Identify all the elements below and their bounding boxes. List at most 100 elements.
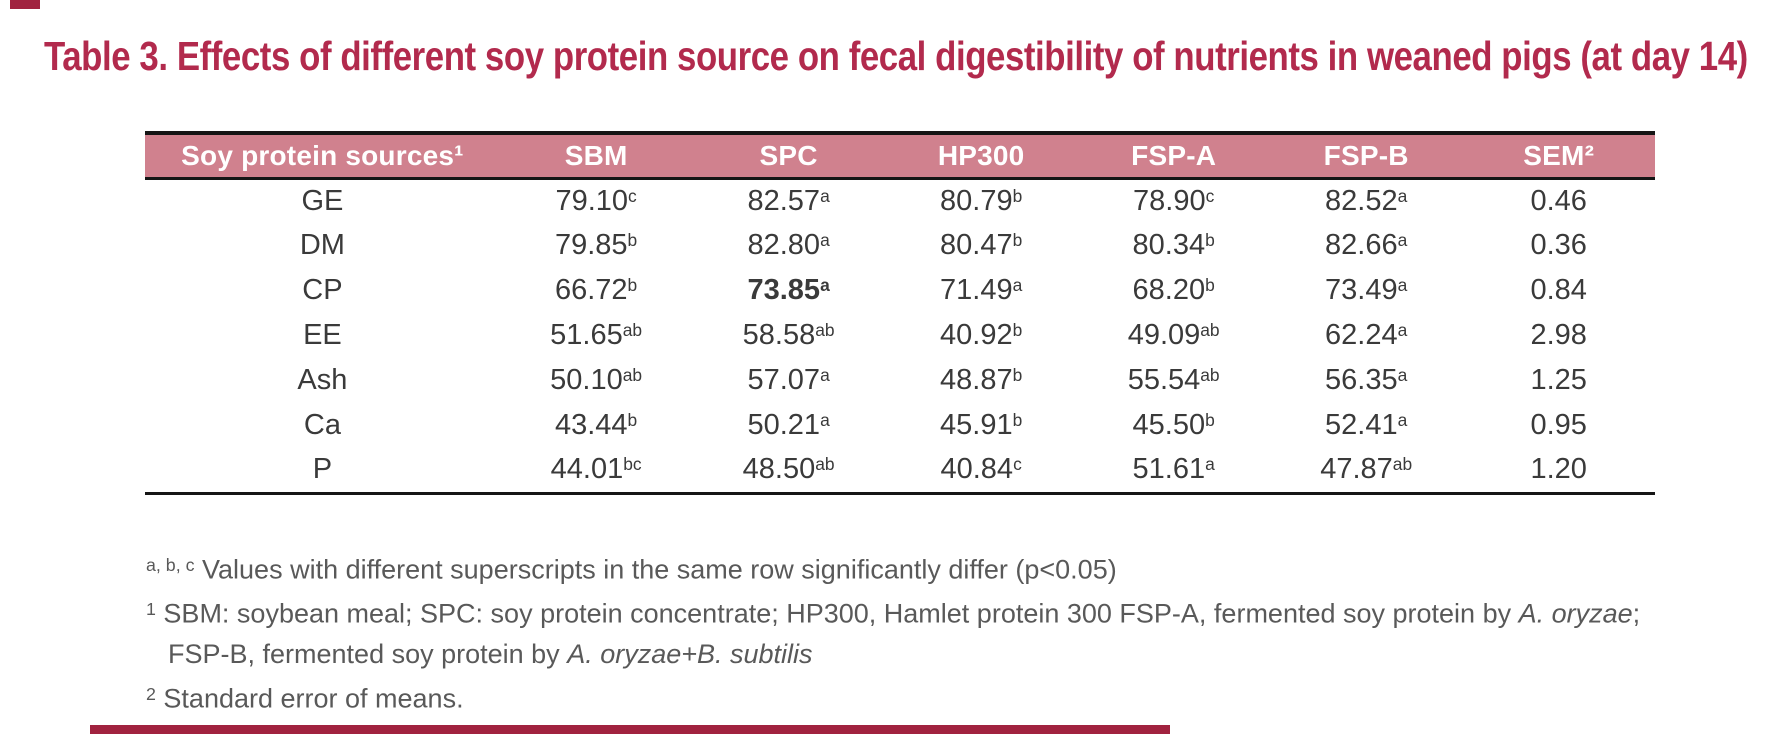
value-cell: 0.46 — [1530, 184, 1587, 217]
footnotes-block: a, b, c Values with different superscrip… — [146, 545, 1640, 718]
value-cell: 51.65ab — [550, 319, 643, 351]
table-row: EE 51.65ab 58.58ab 40.92b 49.09ab 62.24a 2.98 — [145, 313, 1655, 358]
significance-superscript: ab — [622, 365, 643, 386]
footnote-line-4: 2 Standard error of means. — [146, 683, 464, 714]
footnote-line-3: FSP-B, fermented soy protein by A. oryza… — [168, 638, 813, 669]
value-cell: 1.25 — [1530, 364, 1587, 396]
footnote-line-1: a, b, c Values with different superscrip… — [146, 554, 1117, 585]
significance-superscript: b — [1205, 275, 1215, 296]
value-cell: 82.66a — [1325, 229, 1408, 261]
significance-superscript: c — [1013, 454, 1022, 475]
significance-superscript: c — [1205, 185, 1215, 206]
row-label: Ash — [297, 364, 348, 396]
value-cell: 79.10c — [555, 184, 637, 217]
footnote-line-2: 1 SBM: soybean meal; SPC: soy protein co… — [146, 598, 1641, 629]
column-header: SBM — [564, 139, 628, 171]
table-row: Ca 43.44b 50.21a 45.91b 45.50b 52.41a 0.95 — [145, 403, 1655, 448]
significance-superscript: c — [628, 185, 637, 206]
value-cell: 82.80a — [747, 229, 830, 261]
value-cell: 0.95 — [1530, 409, 1587, 441]
significance-superscript: a — [1397, 410, 1408, 431]
value-cell: 40.84c — [940, 453, 1022, 486]
value-cell: 52.41a — [1325, 409, 1408, 441]
value-cell: 50.10ab — [550, 364, 643, 396]
value-cell: 82.52a — [1325, 184, 1408, 217]
significance-superscript: a — [820, 365, 830, 386]
value-cell: 80.47b — [940, 229, 1023, 261]
value-cell: 80.34b — [1132, 229, 1215, 261]
value-cell: 48.87b — [940, 364, 1023, 396]
value-cell: 40.92b — [940, 319, 1023, 351]
value-cell: 48.50ab — [742, 453, 835, 486]
significance-superscript: b — [1205, 230, 1215, 251]
value-cell: 62.24a — [1325, 319, 1408, 351]
significance-superscript: a — [1397, 185, 1408, 206]
table-row: Ash 50.10ab 57.07a 48.87b 55.54ab 56.35a 1.25 — [145, 358, 1655, 403]
significance-superscript: a — [820, 410, 830, 431]
row-label: Ca — [303, 409, 341, 441]
significance-superscript: ab — [815, 454, 835, 475]
value-cell: 43.44b — [554, 409, 638, 441]
value-cell: 82.57a — [747, 184, 830, 217]
significance-superscript: b — [1012, 320, 1023, 341]
row-label: P — [312, 453, 333, 486]
significance-superscript: b — [627, 275, 638, 296]
significance-superscript: b — [627, 410, 638, 431]
value-cell: 71.49a — [940, 274, 1023, 306]
value-cell: 66.72b — [554, 274, 638, 306]
significance-superscript: b — [1205, 410, 1215, 431]
table-row: DM 79.85b 82.80a 80.47b 80.34b 82.66a 0.36 — [145, 223, 1655, 268]
column-header: HP300 — [937, 139, 1025, 171]
table-row: P 44.01bc 48.50ab 40.84c 51.61a 47.87ab 1.20 — [145, 448, 1655, 493]
column-header: Soy protein sources¹ — [181, 139, 464, 171]
value-cell: 49.09ab — [1127, 319, 1220, 351]
significance-superscript: a — [820, 185, 830, 206]
significance-superscript: a — [820, 275, 830, 296]
significance-superscript: a — [1397, 365, 1408, 386]
value-cell: 78.90c — [1133, 184, 1215, 217]
value-cell: 0.36 — [1530, 229, 1587, 261]
value-cell: 73.85a — [747, 274, 830, 306]
value-cell: 47.87ab — [1320, 453, 1413, 486]
table-row: CP 66.72b 73.85a 71.49a 68.20b 73.49a 0.84 — [145, 268, 1655, 313]
significance-superscript: ab — [1392, 454, 1413, 475]
significance-superscript: ab — [815, 320, 835, 341]
significance-superscript: a — [1397, 275, 1408, 296]
value-cell: 55.54ab — [1127, 364, 1220, 396]
value-cell: 58.58ab — [742, 319, 835, 351]
table-header-row: Soy protein sources¹ SBM SPC HP300 FSP-A FSP-… — [145, 133, 1655, 178]
significance-superscript: ab — [1200, 320, 1220, 341]
value-cell: 80.79b — [940, 184, 1023, 217]
page-title: Table 3. Effects of different soy protei… — [44, 33, 1748, 79]
value-cell: 50.21a — [747, 409, 830, 441]
row-label: DM — [299, 229, 345, 261]
significance-superscript: a — [1205, 454, 1215, 475]
value-cell: 56.35a — [1325, 364, 1408, 396]
significance-superscript: a — [1397, 320, 1408, 341]
significance-superscript: b — [627, 230, 638, 251]
column-header: FSP-B — [1323, 139, 1409, 171]
row-label: CP — [302, 274, 343, 306]
value-cell: 51.61a — [1132, 453, 1215, 486]
significance-superscript: a — [1012, 275, 1023, 296]
significance-superscript: b — [1012, 185, 1023, 206]
value-cell: 45.50b — [1132, 409, 1215, 441]
significance-superscript: b — [1012, 410, 1023, 431]
value-cell: 45.91b — [940, 409, 1023, 441]
column-header: FSP-A — [1131, 139, 1217, 171]
significance-superscript: bc — [623, 454, 642, 475]
table-body: GE 79.10c 82.57a 80.79b 78.90c 82.52a 0.46 DM 79… — [145, 178, 1655, 493]
data-table: Soy protein sources¹ SBM SPC HP300 FSP-A FSP-… — [145, 131, 1655, 495]
value-cell: 2.98 — [1530, 319, 1587, 351]
value-cell: 79.85b — [554, 229, 638, 261]
digestibility-table: Soy protein sources¹ SBM SPC HP300 FSP-A FSP-… — [145, 131, 1655, 495]
table-row: GE 79.10c 82.57a 80.79b 78.90c 82.52a 0.46 — [145, 178, 1655, 223]
value-cell: 1.20 — [1530, 453, 1587, 486]
significance-superscript: a — [820, 230, 830, 251]
significance-superscript: ab — [1200, 365, 1220, 386]
top-left-accent-bar — [10, 0, 40, 9]
significance-superscript: ab — [622, 320, 643, 341]
value-cell: 68.20b — [1132, 274, 1215, 306]
significance-superscript: b — [1012, 365, 1023, 386]
